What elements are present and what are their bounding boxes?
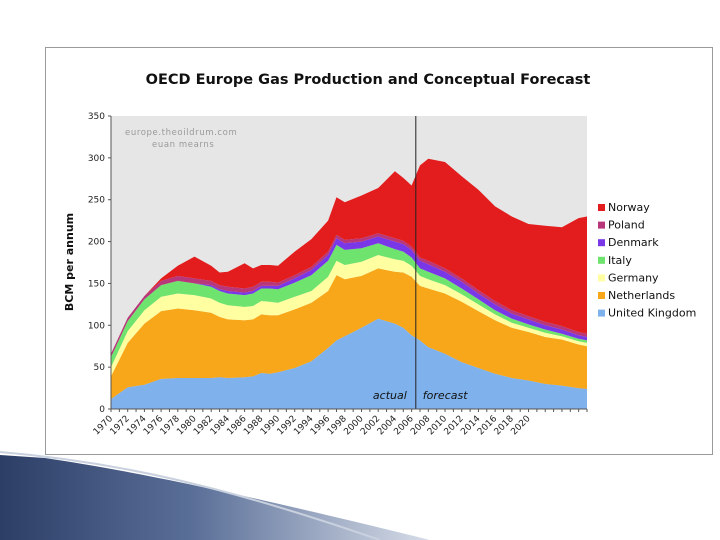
area-norway <box>111 158 587 354</box>
legend-swatch <box>598 274 605 282</box>
corner-swoosh-shape <box>0 455 430 540</box>
y-tick-label: 150 <box>88 279 105 289</box>
chart-frame: OECD Europe Gas Production and Conceptua… <box>45 47 713 455</box>
chart: OECD Europe Gas Production and Conceptua… <box>63 72 696 437</box>
y-tick-label: 250 <box>88 196 105 206</box>
legend-label: Italy <box>608 254 632 267</box>
legend-swatch <box>598 256 605 264</box>
y-tick-label: 200 <box>88 238 105 248</box>
actual-label: actual <box>373 389 407 402</box>
area-series-group <box>111 158 587 409</box>
legend-label: Denmark <box>608 236 659 249</box>
corner-swoosh-highlight <box>0 451 381 540</box>
chart-title: OECD Europe Gas Production and Conceptua… <box>146 72 591 88</box>
watermark-line-1: europe.theoildrum.com <box>125 128 237 138</box>
legend-label: Netherlands <box>608 289 675 302</box>
legend-swatch <box>598 292 605 299</box>
legend-swatch <box>598 309 605 317</box>
legend: Norway Poland Denmark Italy Germany Netherlan… <box>598 201 696 320</box>
area-germany <box>111 255 587 377</box>
legend-swatch <box>598 204 605 211</box>
y-tick-label: 350 <box>88 112 105 122</box>
y-tick-label: 50 <box>94 363 106 373</box>
y-tick-label: 0 <box>99 405 105 415</box>
y-tick-label: 100 <box>88 321 105 331</box>
legend-label: Poland <box>608 219 645 232</box>
legend-label: Norway <box>608 201 650 214</box>
legend-swatch <box>598 221 605 229</box>
forecast-label: forecast <box>423 389 468 402</box>
legend-label: United Kingdom <box>608 307 696 320</box>
legend-swatch <box>598 239 605 247</box>
y-axis-label: BCM per annum <box>63 213 76 311</box>
y-tick-label: 300 <box>88 154 105 164</box>
watermark-line-2: euan mearns <box>152 140 214 150</box>
area-netherlands <box>111 268 587 399</box>
area-united-kingdom <box>111 318 587 409</box>
legend-label: Germany <box>608 271 659 284</box>
